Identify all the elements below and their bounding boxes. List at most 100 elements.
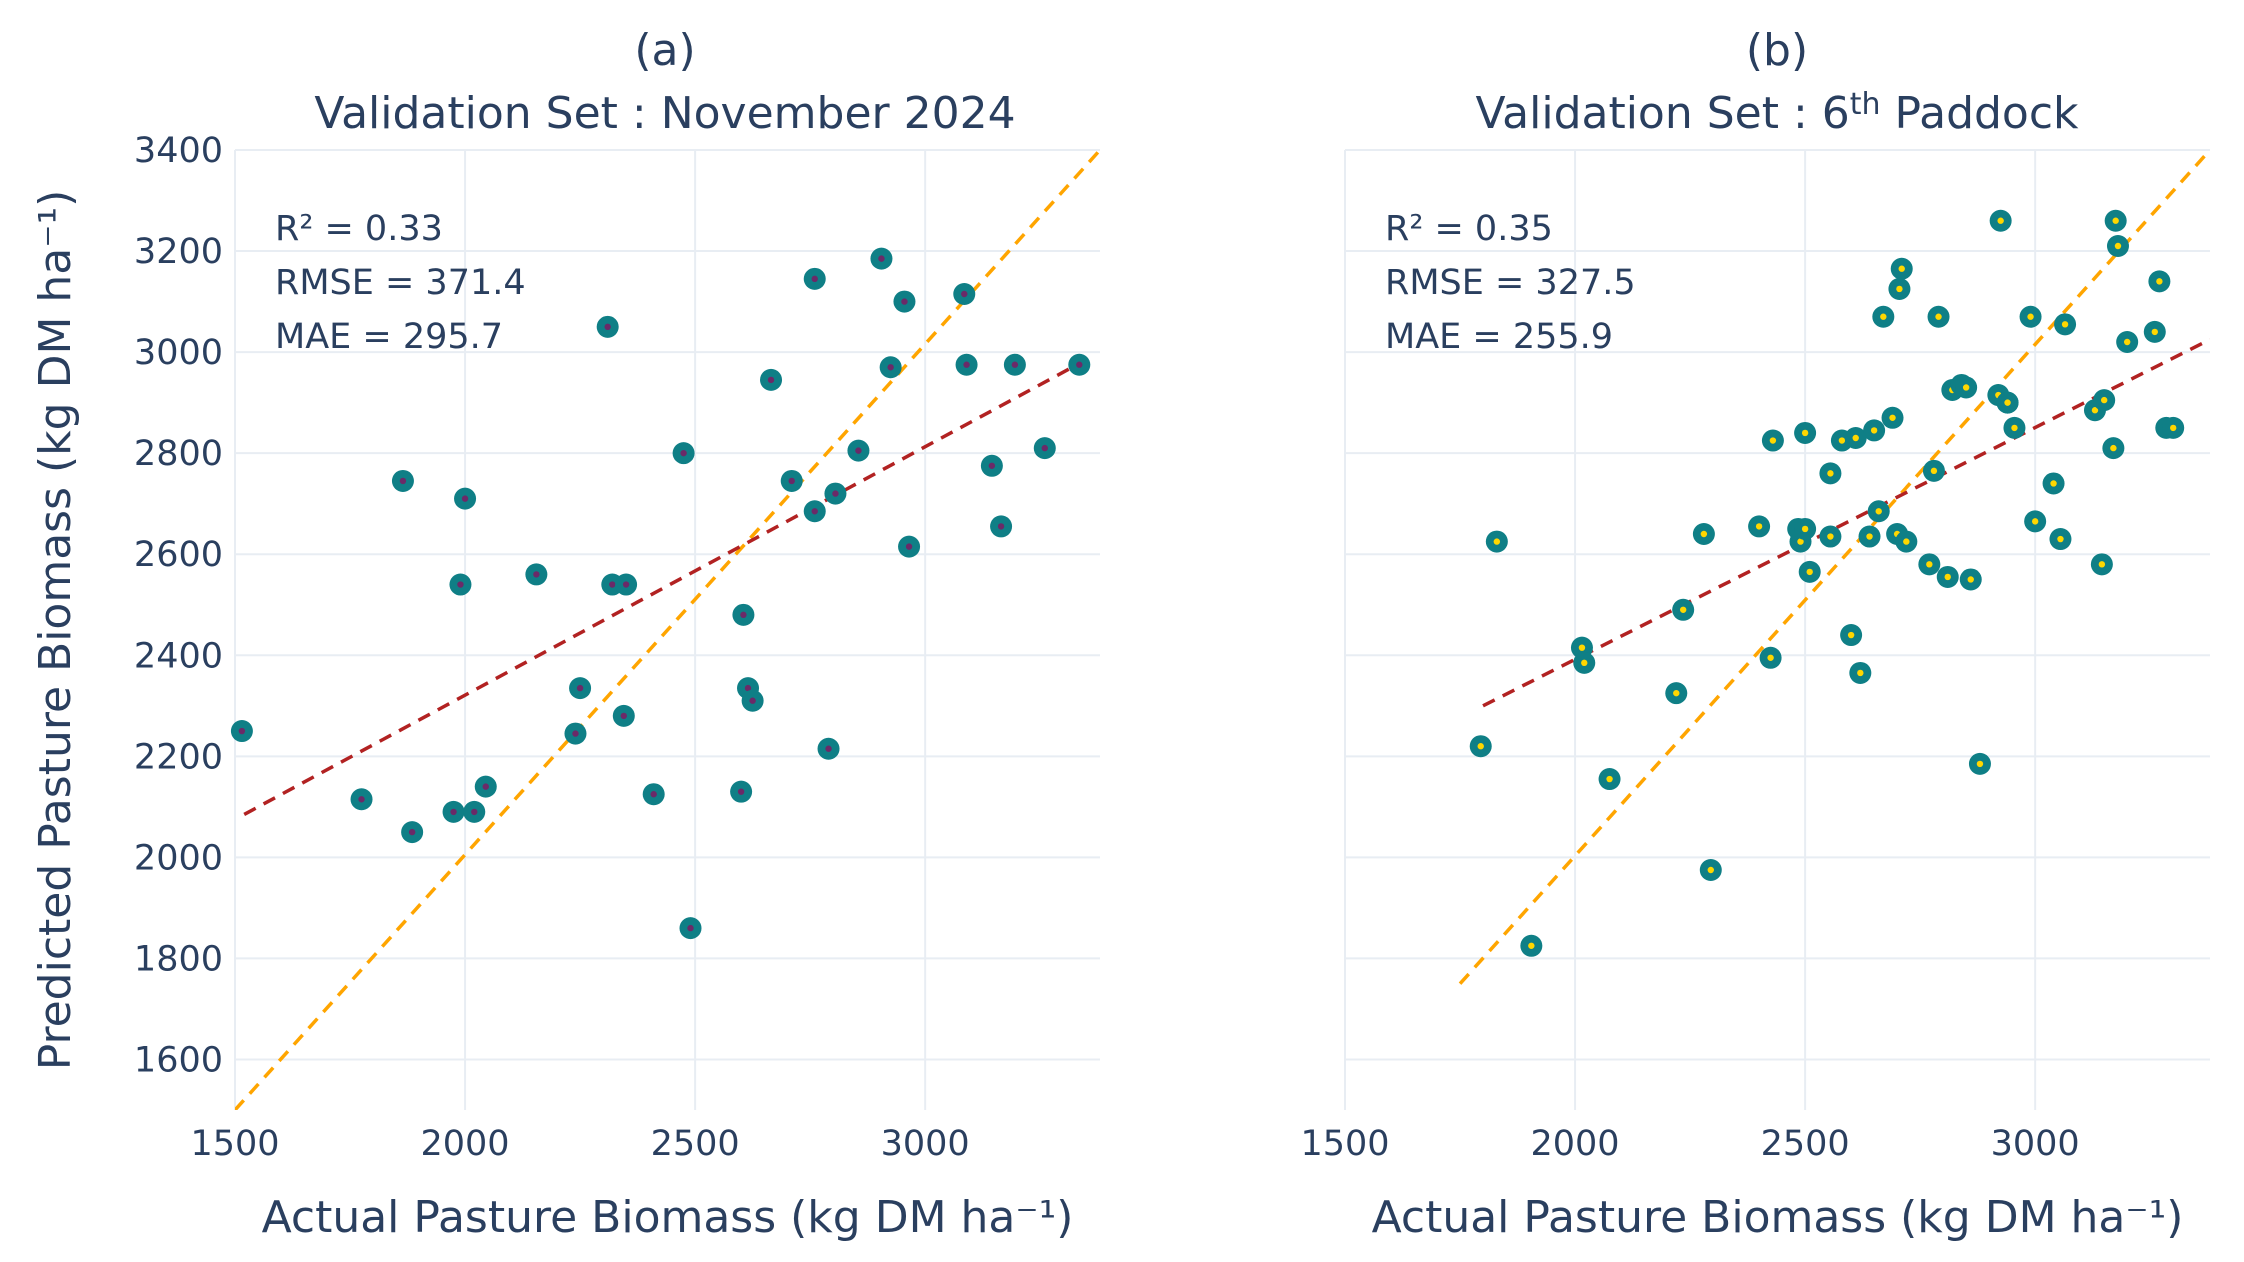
data-point: [2019, 305, 2042, 328]
data-point: [990, 515, 1013, 538]
data-point-center: [1707, 866, 1714, 874]
data-point: [615, 573, 638, 596]
data-point-center: [1962, 384, 1970, 391]
y-tick-label: 2200: [134, 737, 223, 777]
data-point-center: [855, 447, 862, 454]
data-point-center: [572, 730, 579, 737]
data-point: [1844, 427, 1867, 449]
data-point: [1890, 257, 1913, 280]
data-point: [780, 469, 803, 492]
data-point: [474, 775, 497, 798]
data-point-center: [461, 495, 469, 502]
data-point: [1665, 682, 1688, 705]
data-point-center: [2123, 338, 2131, 346]
panel-a-data-points: [230, 247, 1091, 940]
data-point-center: [737, 788, 745, 795]
y-tick-label: 2600: [134, 535, 223, 575]
data-point-center: [1838, 437, 1846, 444]
panel-a-stats-line: MAE = 295.7: [275, 317, 503, 357]
data-point-center: [1898, 265, 1905, 272]
data-point-center: [1477, 743, 1484, 750]
x-tick-label: 1500: [1300, 1124, 1389, 1164]
y-tick-label: 1800: [134, 939, 223, 979]
data-point: [2116, 331, 2139, 353]
data-point: [463, 800, 486, 823]
data-point: [1759, 646, 1782, 669]
data-point: [2049, 528, 2072, 551]
y-tick-label: 2800: [134, 434, 223, 474]
panel-b-tick-labels: 1500 2000 2500 3000: [1300, 1124, 2079, 1164]
data-point-center: [1769, 437, 1777, 444]
data-point-center: [1903, 538, 1910, 545]
data-point-center: [238, 727, 246, 735]
data-point-center: [2011, 424, 2018, 432]
data-point: [732, 603, 755, 626]
data-point-center: [1767, 654, 1774, 661]
data-point-center: [905, 543, 913, 550]
data-point-center: [1866, 533, 1873, 540]
data-point-center: [1076, 361, 1083, 368]
panel-a-y-axis-title: Predicted Pasture Biomass (kg DM ha⁻¹): [30, 190, 81, 1071]
data-point: [2106, 235, 2129, 257]
data-point: [2093, 389, 2116, 412]
data-point-center: [878, 255, 885, 262]
data-point-center: [788, 477, 795, 485]
data-point-center: [2050, 480, 2057, 487]
data-point: [847, 439, 870, 462]
data-point-center: [961, 290, 968, 298]
data-point: [612, 704, 635, 727]
panel-a-identity-line: [235, 150, 1100, 1110]
data-point: [1748, 515, 1771, 538]
data-point-center: [1896, 285, 1903, 293]
panel-b-title-suffix: Paddock: [1881, 88, 2079, 139]
data-point: [1485, 530, 1508, 553]
data-point: [1798, 560, 1821, 583]
data-point: [1849, 661, 1872, 684]
data-point-center: [576, 684, 584, 692]
data-point-center: [1944, 573, 1951, 581]
data-point: [1881, 406, 1904, 429]
data-point-center: [1930, 467, 1938, 475]
data-point-center: [1935, 313, 1942, 320]
data-point-center: [997, 523, 1005, 530]
data-point: [1936, 565, 1959, 588]
data-point-center: [680, 449, 687, 457]
data-point: [1794, 517, 1817, 540]
panel-b: (b) Validation Set : 6th Paddock 1500 200…: [1300, 25, 2210, 1243]
data-point-center: [408, 828, 416, 836]
data-point-center: [2004, 399, 2011, 406]
data-point: [2042, 472, 2065, 495]
data-point-center: [1827, 470, 1834, 477]
data-point: [1959, 568, 1982, 591]
panel-b-title: Validation Set : 6th Paddock: [1475, 87, 2079, 139]
x-tick-label: 2500: [651, 1124, 740, 1164]
data-point-center: [1700, 530, 1708, 538]
data-point: [442, 800, 465, 823]
data-point: [1840, 624, 1863, 647]
data-point: [1033, 437, 1056, 460]
data-point: [1598, 768, 1621, 791]
data-point-center: [2031, 518, 2039, 525]
data-point-center: [1578, 644, 1586, 651]
data-point-center: [482, 783, 489, 790]
data-point-center: [399, 477, 407, 485]
data-point: [449, 573, 472, 596]
data-point: [401, 821, 424, 844]
y-tick-label: 2400: [134, 636, 223, 676]
data-point: [1955, 376, 1978, 399]
data-point-center: [622, 581, 630, 588]
data-point: [672, 442, 695, 465]
data-point: [391, 469, 414, 492]
data-point: [2024, 510, 2047, 533]
data-point: [2143, 320, 2166, 343]
data-point: [824, 482, 847, 505]
data-point-center: [1997, 217, 2004, 224]
data-point: [1819, 525, 1842, 548]
data-point: [1692, 523, 1715, 545]
data-point-center: [1806, 568, 1813, 576]
data-point-center: [2100, 396, 2108, 404]
data-point-center: [2057, 535, 2064, 543]
y-tick-label: 2000: [134, 838, 223, 878]
data-point-center: [687, 924, 694, 932]
data-point-center: [1606, 775, 1613, 783]
